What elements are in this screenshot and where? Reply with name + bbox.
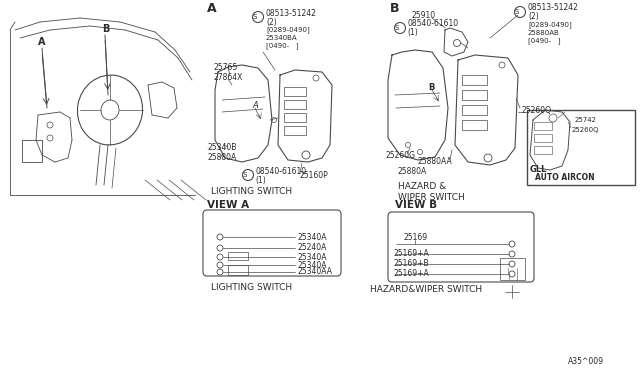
Text: 25169+B: 25169+B xyxy=(393,260,429,269)
Bar xyxy=(284,100,306,109)
Text: S: S xyxy=(515,9,519,15)
Text: [0490-   ]: [0490- ] xyxy=(528,38,561,44)
Text: GLL: GLL xyxy=(530,166,547,174)
Bar xyxy=(462,90,487,100)
Text: 25169+A: 25169+A xyxy=(393,269,429,279)
Text: 25260Q: 25260Q xyxy=(572,127,600,133)
Text: B: B xyxy=(428,83,435,93)
Bar xyxy=(228,252,248,260)
Bar xyxy=(534,122,552,130)
Text: LIGHTING SWITCH: LIGHTING SWITCH xyxy=(211,283,292,292)
Bar xyxy=(527,110,635,185)
Bar xyxy=(462,120,487,130)
Text: 08540-61610: 08540-61610 xyxy=(407,19,458,29)
Text: 08513-51242: 08513-51242 xyxy=(266,9,317,17)
Text: S: S xyxy=(253,14,257,20)
Text: A: A xyxy=(38,37,45,47)
Bar xyxy=(500,258,525,280)
Text: 25340BA: 25340BA xyxy=(266,35,298,41)
Text: B: B xyxy=(102,24,109,34)
Bar xyxy=(228,265,248,275)
Bar xyxy=(462,75,487,85)
Bar xyxy=(22,140,42,162)
Text: 08540-61610: 08540-61610 xyxy=(255,167,306,176)
Text: 25765: 25765 xyxy=(214,62,238,71)
Text: 27864X: 27864X xyxy=(214,74,243,83)
Text: 25340A: 25340A xyxy=(298,253,328,262)
Text: 25910: 25910 xyxy=(412,10,436,19)
Bar xyxy=(284,113,306,122)
Text: HAZARD &
WIPER SWITCH: HAZARD & WIPER SWITCH xyxy=(398,182,465,202)
Text: HAZARD&WIPER SWITCH: HAZARD&WIPER SWITCH xyxy=(370,285,482,295)
Text: 25160P: 25160P xyxy=(300,170,329,180)
Text: B: B xyxy=(390,1,399,15)
Text: 25340A: 25340A xyxy=(298,260,328,269)
Text: 25880A: 25880A xyxy=(398,167,428,176)
Text: A: A xyxy=(207,1,216,15)
Bar xyxy=(284,126,306,135)
Bar xyxy=(534,134,552,142)
Text: 25260Q: 25260Q xyxy=(522,106,552,115)
Text: VIEW B: VIEW B xyxy=(395,200,437,210)
Text: (2): (2) xyxy=(528,13,539,22)
Text: LIGHTING SWITCH: LIGHTING SWITCH xyxy=(211,187,292,196)
Text: [0289-0490]: [0289-0490] xyxy=(266,27,310,33)
Text: [0289-0490]: [0289-0490] xyxy=(528,22,572,28)
Text: 25169+A: 25169+A xyxy=(393,250,429,259)
Text: AUTO AIRCON: AUTO AIRCON xyxy=(535,173,595,183)
Text: 25340B: 25340B xyxy=(207,144,236,153)
Text: S: S xyxy=(395,25,399,31)
Text: 08513-51242: 08513-51242 xyxy=(528,3,579,13)
Text: A: A xyxy=(252,100,258,109)
Text: 25340A: 25340A xyxy=(298,232,328,241)
Text: VIEW A: VIEW A xyxy=(207,200,249,210)
Bar xyxy=(534,146,552,154)
Text: 25880A: 25880A xyxy=(207,154,236,163)
Text: 25240A: 25240A xyxy=(298,244,328,253)
Text: (2): (2) xyxy=(266,17,276,26)
Text: S: S xyxy=(243,172,247,178)
Text: 25742: 25742 xyxy=(575,117,597,123)
Text: 25880AA: 25880AA xyxy=(418,157,452,167)
Bar xyxy=(462,105,487,115)
Text: (1): (1) xyxy=(255,176,266,185)
Text: 25340AA: 25340AA xyxy=(298,267,333,276)
Text: 25260G: 25260G xyxy=(385,151,415,160)
Bar xyxy=(284,87,306,96)
Text: A35^009: A35^009 xyxy=(568,357,604,366)
Text: [0490-   ]: [0490- ] xyxy=(266,43,299,49)
Text: (1): (1) xyxy=(407,29,418,38)
Text: 25169: 25169 xyxy=(403,232,427,241)
Text: 25880AB: 25880AB xyxy=(528,30,560,36)
